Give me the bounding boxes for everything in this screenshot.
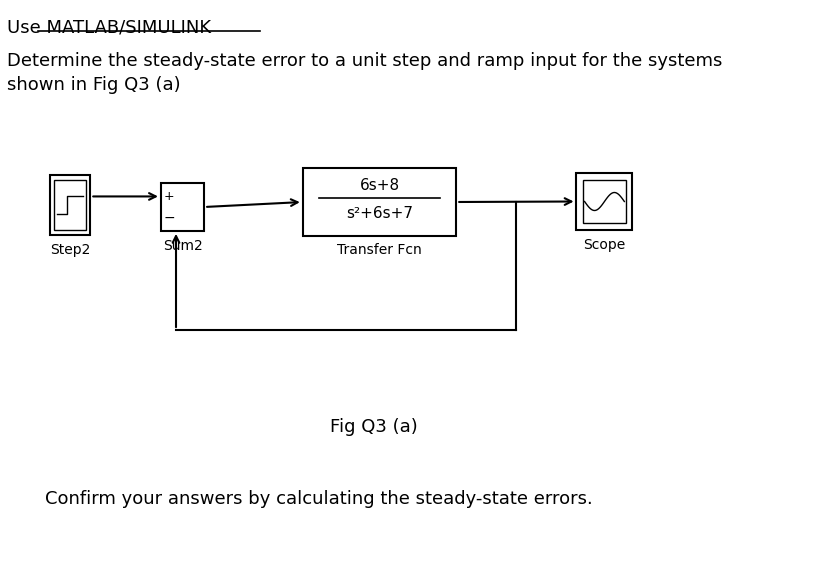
Text: s²+6s+7: s²+6s+7 (346, 206, 413, 221)
Bar (576, 173, 632, 230)
Text: Step2: Step2 (50, 243, 90, 257)
Bar (582, 180, 625, 223)
Text: Fig Q3 (a): Fig Q3 (a) (330, 418, 418, 436)
Bar (54, 180, 86, 230)
Text: Use MATLAB/SIMULINK: Use MATLAB/SIMULINK (7, 18, 211, 36)
Text: Confirm your answers by calculating the steady-state errors.: Confirm your answers by calculating the … (45, 490, 592, 508)
Text: Transfer Fcn: Transfer Fcn (337, 243, 421, 257)
Bar (303, 168, 456, 236)
Bar (160, 183, 204, 231)
Text: shown in Fig Q3 (a): shown in Fig Q3 (a) (7, 76, 180, 94)
Text: Sum2: Sum2 (162, 239, 202, 253)
Text: +: + (164, 189, 174, 202)
Text: 6s+8: 6s+8 (359, 177, 399, 193)
Text: Scope: Scope (583, 238, 625, 252)
Text: Determine the steady-state error to a unit step and ramp input for the systems: Determine the steady-state error to a un… (7, 52, 722, 70)
Bar (50, 175, 90, 235)
Text: −: − (163, 211, 174, 225)
